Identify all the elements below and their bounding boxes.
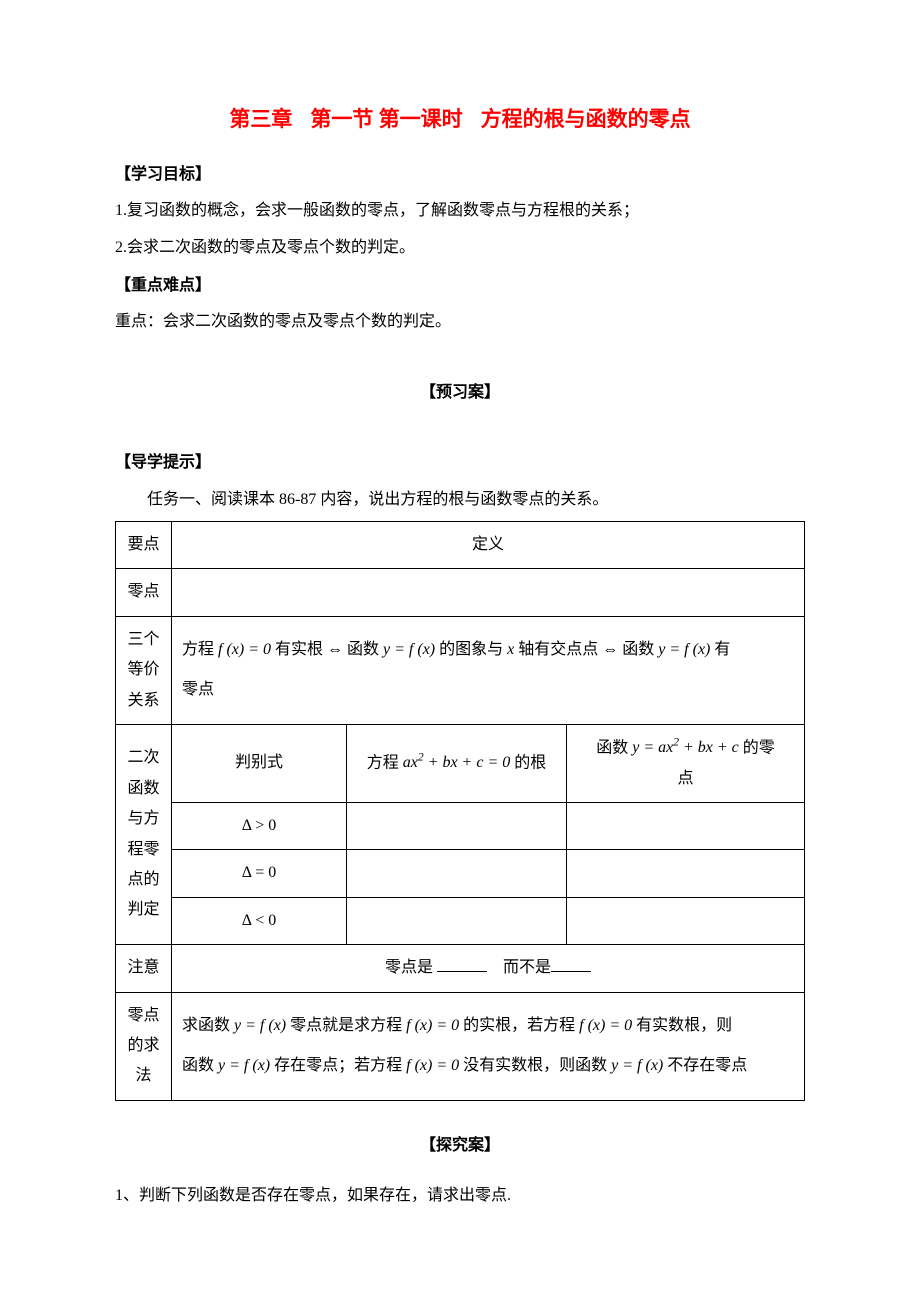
math-expr: Δ < 0 bbox=[242, 912, 276, 929]
cell-empty bbox=[347, 850, 567, 897]
math-expr: f (x) = 0 bbox=[579, 1017, 632, 1034]
math-expr: Δ = 0 bbox=[242, 864, 276, 881]
cell-quad-col1: 二次 函数 与方 程零 点的 判定 bbox=[116, 724, 172, 944]
cell-text: 的求 bbox=[127, 1037, 159, 1054]
cell-text: 点的 bbox=[127, 871, 159, 888]
cell-note-col1: 注意 bbox=[116, 945, 172, 992]
cell-sub-header-2: 方程 ax2 + bx + c = 0 的根 bbox=[347, 724, 567, 802]
table-row: Δ > 0 bbox=[116, 803, 805, 850]
table-row: 三个 等价 关系 方程 f (x) = 0 有实根 ⇔ 函数 y = f (x)… bbox=[116, 616, 805, 724]
cell-text: 有 bbox=[710, 641, 730, 658]
math-expr: f (x) = 0 bbox=[218, 641, 271, 658]
cell-text: 的实根，若方程 bbox=[459, 1017, 579, 1034]
guide-header: 【导学提示】 bbox=[115, 448, 805, 478]
cell-text: 的根 bbox=[510, 754, 546, 771]
cell-text: 而不是 bbox=[499, 959, 551, 976]
cell-text: 判定 bbox=[127, 901, 159, 918]
math-expr: f (x) = 0 bbox=[406, 1057, 459, 1074]
page-title: 第三章第一节 第一课时方程的根与函数的零点 bbox=[115, 100, 805, 140]
cell-text: 等价 bbox=[127, 661, 159, 678]
cell-header-col1: 要点 bbox=[116, 522, 172, 569]
cell-delta-lt: Δ < 0 bbox=[172, 897, 347, 944]
cell-text: 零点 bbox=[127, 1007, 159, 1024]
cell-text: 求函数 bbox=[182, 1017, 234, 1034]
cell-text: 零点是 bbox=[385, 959, 437, 976]
table-row: 零点 bbox=[116, 569, 805, 616]
table-row: Δ < 0 bbox=[116, 897, 805, 944]
math-expr: y = f (x) bbox=[383, 641, 435, 658]
blank-fill bbox=[437, 958, 487, 972]
math-expr: y = f (x) bbox=[218, 1057, 270, 1074]
cell-text: 有实数根，则 bbox=[632, 1017, 732, 1034]
study-goal-item-2: 2.会求二次函数的零点及零点个数的判定。 bbox=[115, 233, 805, 263]
title-seg3: 方程的根与函数的零点 bbox=[481, 107, 691, 131]
explore-header: 【探究案】 bbox=[115, 1131, 805, 1161]
cell-text: 的图象与 bbox=[435, 641, 507, 658]
cell-text: 点 bbox=[677, 770, 693, 787]
cell-header-col2: 定义 bbox=[172, 522, 805, 569]
cell-text: 与方 bbox=[127, 810, 159, 827]
cell-text: 函数 bbox=[127, 780, 159, 797]
cell-text: 方程 bbox=[367, 754, 403, 771]
table-row: 二次 函数 与方 程零 点的 判定 判别式 方程 ax2 + bx + c = … bbox=[116, 724, 805, 802]
cell-text: 有实根 ⇔ 函数 bbox=[271, 641, 383, 658]
cell-empty bbox=[567, 803, 805, 850]
cell-empty bbox=[567, 897, 805, 944]
table-row: 要点 定义 bbox=[116, 522, 805, 569]
cell-text: 函数 bbox=[182, 1057, 218, 1074]
cell-text: 零点就是求方程 bbox=[286, 1017, 406, 1034]
study-goals-header: 【学习目标】 bbox=[115, 160, 805, 190]
cell-zero-col1: 零点 bbox=[116, 569, 172, 616]
main-table: 要点 定义 零点 三个 等价 关系 方程 f (x) = 0 有实根 ⇔ 函数 … bbox=[115, 521, 805, 1101]
math-expr: y = f (x) bbox=[658, 641, 710, 658]
cell-text: 二次 bbox=[127, 749, 159, 766]
cell-text: 的零 bbox=[739, 739, 775, 756]
table-row: 注意 零点是 而不是 bbox=[116, 945, 805, 992]
cell-three-col2: 方程 f (x) = 0 有实根 ⇔ 函数 y = f (x) 的图象与 x 轴… bbox=[172, 616, 805, 724]
task-line: 任务一、阅读课本 86-87 内容，说出方程的根与函数零点的关系。 bbox=[115, 485, 805, 515]
cell-note-col2: 零点是 而不是 bbox=[172, 945, 805, 992]
math-expr: y = ax2 + bx + c bbox=[632, 739, 739, 756]
cell-method-col2: 求函数 y = f (x) 零点就是求方程 f (x) = 0 的实根，若方程 … bbox=[172, 992, 805, 1100]
cell-zero-col2 bbox=[172, 569, 805, 616]
cell-text: 方程 bbox=[182, 641, 218, 658]
key-difficult-header: 【重点难点】 bbox=[115, 271, 805, 301]
table-row: 零点 的求 法 求函数 y = f (x) 零点就是求方程 f (x) = 0 … bbox=[116, 992, 805, 1100]
cell-text: 轴有交点点 ⇔ 函数 bbox=[514, 641, 658, 658]
cell-text: 没有实数根，则函数 bbox=[459, 1057, 611, 1074]
exercise-1: 1、判断下列函数是否存在零点，如果存在，请求出零点. bbox=[115, 1181, 805, 1211]
preview-header: 【预习案】 bbox=[115, 378, 805, 408]
cell-three-col1: 三个 等价 关系 bbox=[116, 616, 172, 724]
cell-text: 三个 bbox=[127, 631, 159, 648]
cell-delta-eq: Δ = 0 bbox=[172, 850, 347, 897]
cell-text: 程零 bbox=[127, 841, 159, 858]
cell-text: 法 bbox=[135, 1067, 151, 1084]
math-expr: y = f (x) bbox=[611, 1057, 663, 1074]
math-expr: f (x) = 0 bbox=[406, 1017, 459, 1034]
cell-text: 零点 bbox=[182, 681, 214, 698]
math-expr: ax2 + bx + c = 0 bbox=[403, 754, 510, 771]
cell-empty bbox=[347, 803, 567, 850]
cell-text: 关系 bbox=[127, 692, 159, 709]
cell-empty bbox=[347, 897, 567, 944]
math-expr: Δ > 0 bbox=[242, 817, 276, 834]
key-point: 重点：会求二次函数的零点及零点个数的判定。 bbox=[115, 307, 805, 337]
cell-delta-gt: Δ > 0 bbox=[172, 803, 347, 850]
title-seg2: 第一节 第一课时 bbox=[310, 107, 462, 131]
cell-text: 存在零点；若方程 bbox=[270, 1057, 406, 1074]
cell-sub-header-3: 函数 y = ax2 + bx + c 的零 点 bbox=[567, 724, 805, 802]
cell-sub-header-1: 判别式 bbox=[172, 724, 347, 802]
cell-empty bbox=[567, 850, 805, 897]
math-expr: y = f (x) bbox=[234, 1017, 286, 1034]
study-goal-item-1: 1.复习函数的概念，会求一般函数的零点，了解函数零点与方程根的关系； bbox=[115, 196, 805, 226]
table-row: Δ = 0 bbox=[116, 850, 805, 897]
cell-text: 函数 bbox=[596, 739, 632, 756]
blank-fill bbox=[551, 958, 591, 972]
title-seg1: 第三章 bbox=[229, 107, 292, 131]
cell-method-col1: 零点 的求 法 bbox=[116, 992, 172, 1100]
cell-text: 不存在零点 bbox=[663, 1057, 747, 1074]
